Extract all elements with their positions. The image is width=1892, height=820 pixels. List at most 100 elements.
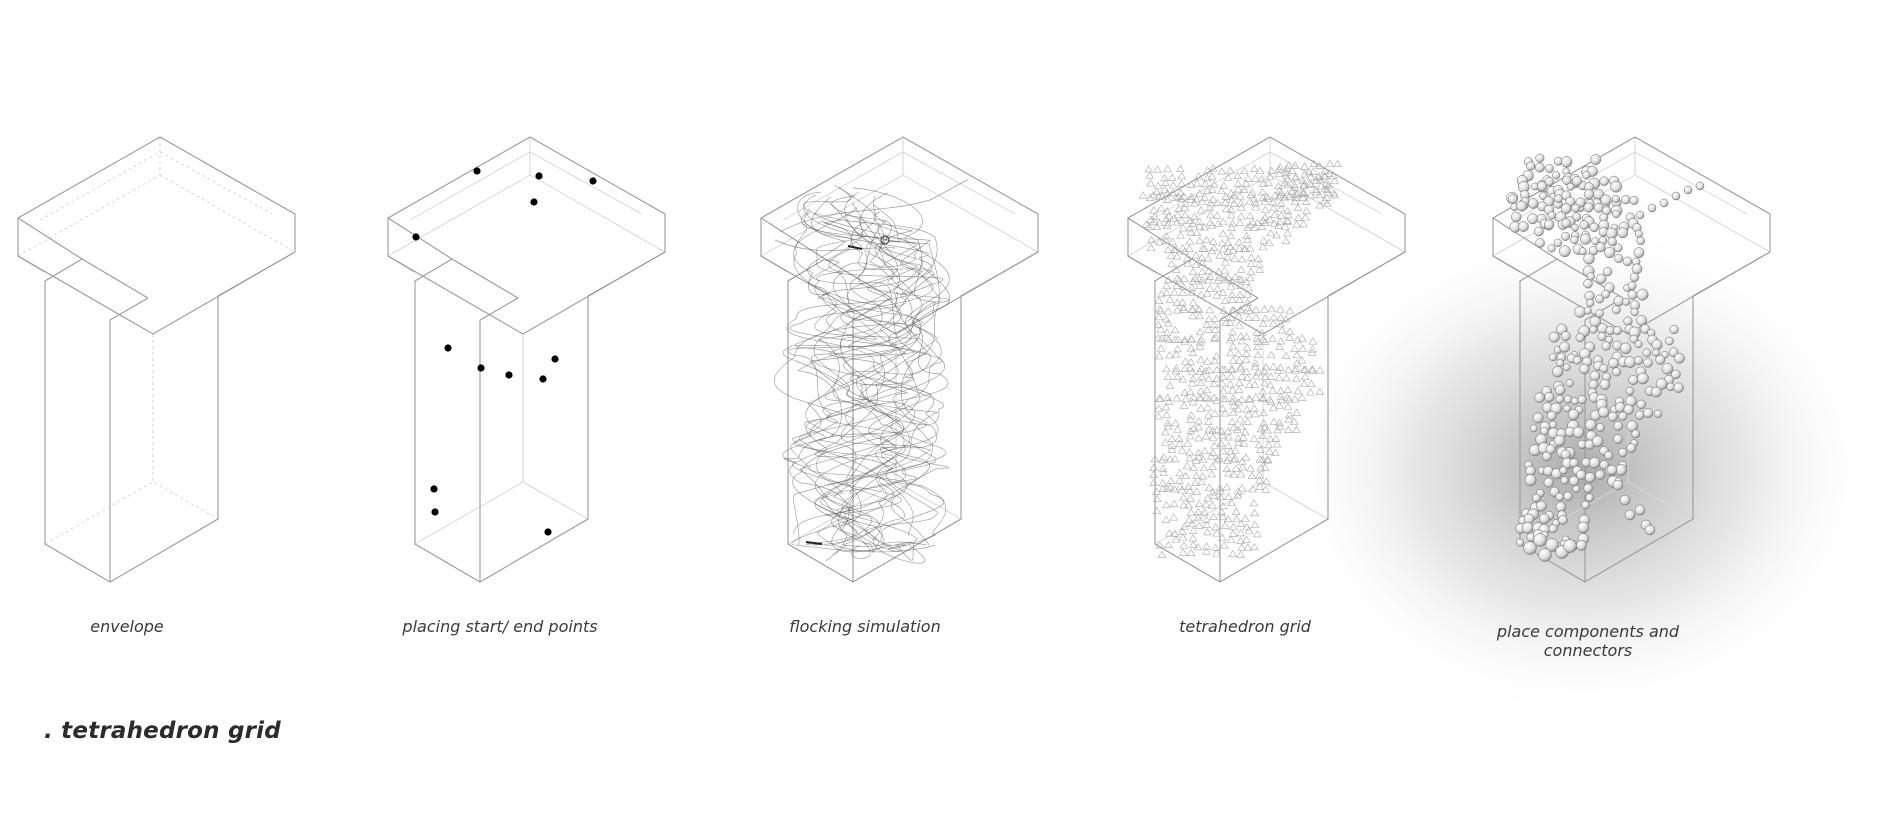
tetra-cell [1208,488,1218,496]
tetra-cell [1189,463,1198,471]
component-sphere [1538,548,1552,562]
tetra-cell [1229,470,1239,478]
hidden-edge [17,174,161,257]
tetra-cell [1251,372,1261,380]
envelope-outline [16,136,296,583]
tetra-cell [1180,364,1190,372]
tetra-cell [1166,251,1176,259]
tetra-cell [1149,206,1159,214]
tetra-cell [1328,171,1338,179]
tetra-cell [1292,425,1301,433]
tetra-cell [1186,508,1196,516]
tetra-cell [1298,344,1308,352]
tetra-cell [1271,434,1281,442]
tetra-cell [1247,188,1257,196]
tetra-cell [1244,410,1253,418]
flock-path [793,206,947,550]
tetra-cell [1163,307,1173,315]
tetra-cell [1194,423,1203,431]
tetra-cell [1192,487,1202,495]
flock-path [782,214,916,528]
tetra-cell [1275,401,1284,409]
tetra-cell [1228,549,1238,557]
tetra-cell [1250,362,1260,371]
tetra-cell [1283,206,1293,215]
tetra-cell [1241,179,1251,187]
tetra-cell [1182,254,1192,262]
tetra-cell [1172,252,1182,260]
tetra-cell [1186,334,1196,343]
tetra-cell [1197,197,1207,205]
tetra-cell [1184,515,1194,523]
flock-path [783,204,944,564]
tetra-cell [1195,236,1204,244]
tetra-cell [1212,549,1221,557]
component-sphere [1560,331,1571,341]
tetra-cell [1258,335,1268,343]
tetra-cell [1174,204,1184,212]
tetra-cell [1170,335,1180,343]
tetra-cell [1236,550,1246,558]
tetra-cell [1162,232,1171,240]
component-sphere [1613,421,1623,431]
tetra-cell [1230,454,1240,462]
tetra-cell [1181,357,1190,365]
tetra-cell [1274,169,1284,178]
tetra-cell [1197,276,1207,284]
component-sphere [1523,541,1537,555]
tetra-cell [1311,185,1321,193]
tetra-cell [1239,244,1249,253]
tetra-cell [1223,253,1232,261]
tetra-cell [1246,253,1256,261]
tetra-cell [1283,425,1293,433]
tetra-cell [1239,185,1249,193]
tetra-cell [1265,172,1275,180]
tetra-cell [1229,394,1238,402]
tetra-cell [1274,373,1284,381]
component-sphere [1631,429,1641,439]
tetra-cell [1258,319,1268,327]
tetra-cell [1172,218,1182,226]
tetra-cell [1270,210,1280,218]
tetra-cell [1165,381,1175,389]
envelope-edge [109,297,149,321]
tetra-cell [1275,191,1285,199]
tetra-cell [1246,190,1256,198]
envelope-outline [759,136,1039,583]
tetra-cell [1235,281,1245,290]
tetra-cell [1179,541,1189,549]
tetra-cell [1196,290,1206,298]
tetra-cell [1282,216,1292,224]
component-sphere [1636,315,1647,326]
tetra-cell [1290,183,1299,191]
tetra-cell [1205,203,1215,211]
tetra-cell [1260,367,1269,375]
tetra-cell [1231,446,1240,454]
tetra-cell [1198,244,1207,252]
tetra-cell [1194,448,1203,456]
tetra-cell [1188,267,1198,275]
tetra-cell [1266,228,1276,237]
component-sphere [1613,243,1623,253]
tetra-cell [1197,267,1207,275]
tetra-cell [1234,398,1243,406]
tetra-cell [1167,434,1177,442]
tetra-cell [1300,170,1309,178]
tetra-cell [1155,218,1164,227]
tetra-cell [1229,199,1239,207]
tetra-cell [1222,464,1232,472]
tetra-cell [1152,222,1162,231]
tetra-cell [1292,374,1301,382]
tetra-cell [1246,259,1256,267]
tetra-cell [1192,179,1202,187]
tetra-cell [1260,337,1270,345]
tetra-cell [1234,312,1243,320]
agent-cluster [847,245,863,250]
envelope-edge [451,258,519,299]
tetra-cell [1167,441,1177,449]
component-sphere [1588,379,1599,390]
tetra-cell [1243,223,1252,231]
tetra-cell [1188,277,1198,285]
tetra-cell [1237,255,1247,263]
component-sphere [1637,372,1649,385]
